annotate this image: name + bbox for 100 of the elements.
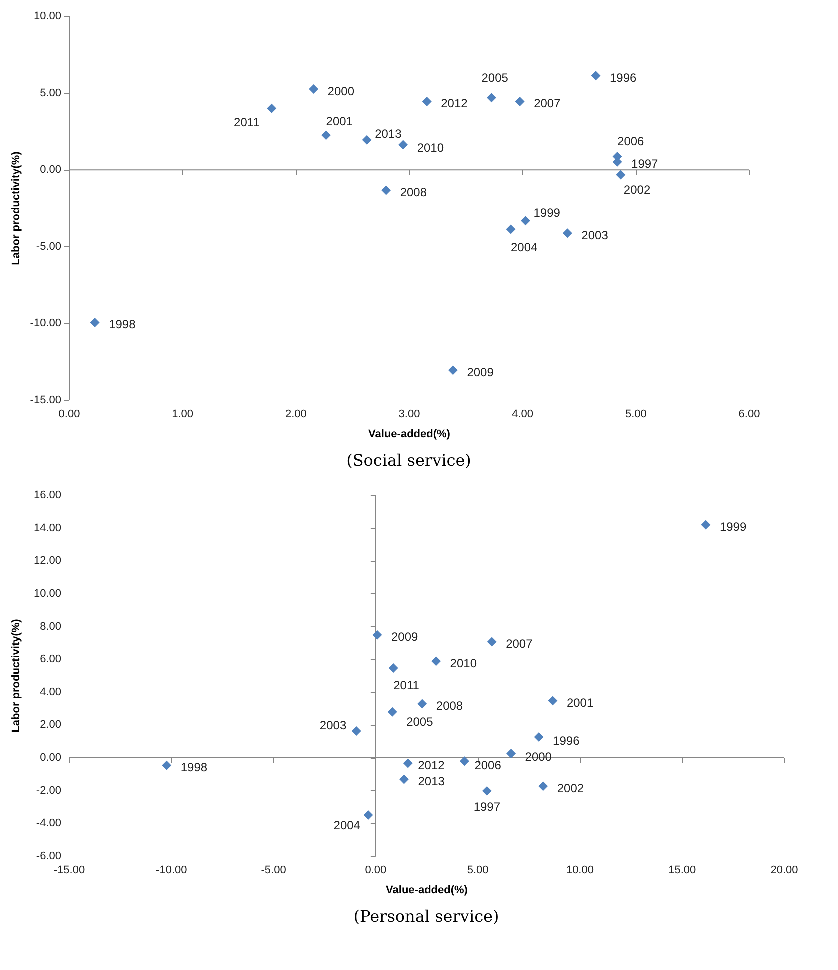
annotation: 1997 bbox=[632, 157, 659, 172]
y-axis-title: Labor productivity(%) bbox=[10, 151, 22, 266]
x-tick-label: 5.00 bbox=[467, 864, 489, 876]
annotation: 2013 bbox=[375, 127, 402, 142]
annotation: 2010 bbox=[417, 141, 444, 156]
annotation: 2006 bbox=[474, 758, 502, 772]
annotation: 2003 bbox=[320, 718, 347, 732]
annotation: 2002 bbox=[557, 781, 584, 796]
point bbox=[538, 782, 548, 792]
annotation: 2001 bbox=[326, 114, 354, 128]
y-tick-label: -10.00 bbox=[30, 318, 62, 330]
point bbox=[562, 228, 572, 238]
point bbox=[364, 810, 374, 820]
y-tick-label: -5.00 bbox=[36, 240, 62, 253]
point bbox=[487, 637, 497, 647]
annotation: 1998 bbox=[109, 318, 136, 332]
annotation: 1996 bbox=[610, 70, 638, 85]
text: (Social service) bbox=[346, 451, 472, 470]
x-tick-label: 10.00 bbox=[566, 864, 594, 876]
point bbox=[418, 699, 428, 709]
y-tick-label: -4.00 bbox=[36, 818, 62, 830]
point bbox=[482, 786, 492, 796]
point bbox=[422, 96, 432, 106]
point bbox=[515, 96, 525, 106]
annotation: 1999 bbox=[534, 206, 561, 220]
point bbox=[432, 656, 442, 666]
point bbox=[382, 186, 392, 196]
y-tick-label: 0.00 bbox=[40, 752, 62, 764]
annotation: 2004 bbox=[334, 818, 361, 832]
x-tick-label: -15.00 bbox=[54, 864, 86, 876]
annotation: 2012 bbox=[441, 96, 468, 111]
annotation: 1996 bbox=[553, 734, 580, 748]
point bbox=[388, 707, 398, 717]
point bbox=[267, 104, 277, 114]
point bbox=[506, 224, 516, 234]
x-tick-label: 6.00 bbox=[738, 408, 760, 420]
x-tick-label: 0.00 bbox=[58, 408, 80, 420]
point bbox=[460, 756, 470, 766]
x-tick-label: 2.00 bbox=[285, 408, 307, 420]
annotation: 2000 bbox=[525, 750, 552, 764]
point bbox=[362, 135, 372, 145]
annotation: 2011 bbox=[394, 678, 420, 692]
annotation: 2008 bbox=[436, 699, 464, 714]
x-axis-title: Value-added(%) bbox=[368, 428, 451, 440]
point bbox=[486, 93, 496, 103]
annotation: 2009 bbox=[391, 630, 418, 644]
x-axis-title: Value-added(%) bbox=[386, 884, 468, 896]
point bbox=[90, 318, 100, 328]
annotation: 2005 bbox=[482, 70, 509, 85]
annotation: 2013 bbox=[418, 774, 446, 789]
point bbox=[520, 216, 530, 226]
y-tick-label: 4.00 bbox=[40, 686, 62, 698]
annotation: 2004 bbox=[511, 240, 538, 255]
x-tick-label: 1.00 bbox=[172, 408, 194, 420]
annotation: 1998 bbox=[180, 760, 208, 775]
y-tick-label: 16.00 bbox=[34, 490, 62, 502]
x-tick-label: 4.00 bbox=[512, 408, 534, 420]
y-tick-label: 5.00 bbox=[40, 87, 62, 100]
point bbox=[701, 520, 711, 530]
point bbox=[309, 84, 319, 94]
annotation: 2012 bbox=[418, 758, 446, 772]
annotation: 1997 bbox=[474, 800, 501, 814]
annotation: 1999 bbox=[720, 520, 747, 534]
point bbox=[399, 774, 409, 784]
y-tick-label: -2.00 bbox=[36, 784, 62, 797]
y-tick-label: -15.00 bbox=[30, 394, 62, 406]
x-tick-label: 3.00 bbox=[398, 408, 420, 420]
point bbox=[398, 140, 408, 150]
annotation: 2000 bbox=[328, 84, 355, 98]
point bbox=[372, 630, 382, 640]
y-tick-label: 8.00 bbox=[40, 620, 62, 633]
annotation: 2011 bbox=[234, 116, 260, 130]
y-tick-label: 2.00 bbox=[40, 719, 62, 732]
text: (Personal service) bbox=[354, 907, 500, 926]
point bbox=[162, 760, 172, 770]
x-tick-label: -5.00 bbox=[261, 864, 286, 876]
annotation: 2003 bbox=[582, 228, 609, 242]
point bbox=[534, 732, 544, 742]
y-tick-label: 10.00 bbox=[34, 10, 62, 22]
y-axis-title: Labor productivity(%) bbox=[10, 618, 22, 733]
y-tick-label: 10.00 bbox=[34, 588, 62, 600]
y-tick-label: -6.00 bbox=[36, 850, 62, 862]
x-tick-label: 5.00 bbox=[625, 408, 647, 420]
annotation: 2009 bbox=[467, 365, 494, 380]
point bbox=[322, 130, 332, 140]
point bbox=[448, 366, 458, 376]
annotation: 2007 bbox=[506, 637, 534, 652]
y-tick-label: 6.00 bbox=[40, 654, 62, 666]
point bbox=[388, 664, 398, 674]
annotation: 2001 bbox=[566, 696, 594, 710]
y-tick-label: 14.00 bbox=[34, 522, 62, 534]
annotation: 2010 bbox=[450, 656, 478, 670]
point bbox=[506, 749, 516, 759]
point bbox=[616, 170, 626, 180]
point bbox=[403, 758, 413, 768]
annotation: 2007 bbox=[534, 96, 562, 111]
x-tick-label: -10.00 bbox=[156, 864, 188, 876]
x-tick-label: 20.00 bbox=[770, 864, 798, 876]
annotation: 2008 bbox=[400, 185, 428, 200]
annotation: 2005 bbox=[406, 715, 434, 730]
